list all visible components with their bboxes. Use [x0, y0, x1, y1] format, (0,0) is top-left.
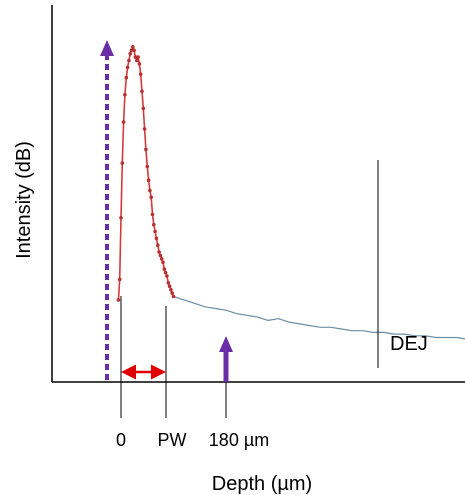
surface-data-point [124, 75, 129, 80]
surface-data-point [165, 274, 169, 278]
surface-data-point [138, 72, 143, 76]
surface-data-point [170, 291, 174, 295]
surface-data-point [158, 253, 163, 258]
surface-data-point [162, 267, 167, 271]
surface-data-point [116, 298, 121, 302]
surface-data-point [128, 51, 132, 56]
x-tick-label-pw: PW [158, 430, 187, 450]
dej-label: DEJ [390, 333, 428, 355]
surface-data-point [171, 294, 176, 299]
surface-data-point [166, 281, 171, 285]
surface-data-point [161, 260, 165, 265]
surface-data-point [144, 147, 148, 152]
surface-data-point [145, 164, 150, 169]
surface-data-point [159, 257, 164, 261]
surface-data-point [167, 284, 172, 289]
surface-data-point [142, 127, 147, 131]
surface-data-point [169, 287, 173, 292]
surface-data-point [121, 120, 126, 124]
surface-data-point [146, 178, 151, 182]
surface-arrow-head [100, 40, 114, 56]
surface-data-point [135, 58, 139, 63]
y-axis-label: Intensity (dB) [13, 141, 35, 259]
x-tick-label-0: 0 [116, 430, 126, 450]
surface-data-point [137, 62, 142, 66]
surface-data-point [131, 45, 135, 49]
surface-data-point [153, 229, 157, 234]
surface-data-point [150, 212, 155, 217]
surface-data-point [133, 55, 138, 59]
surface-data-point [141, 106, 146, 111]
surface-data-point [156, 243, 160, 247]
surface-data-point [129, 48, 134, 53]
surface-data-point [149, 195, 153, 200]
depth-180-arrow-head [219, 336, 233, 352]
surface-data-point [136, 55, 140, 59]
surface-data-point [157, 250, 161, 254]
surface-data-point [154, 236, 159, 241]
surface-data-point [148, 188, 152, 193]
series-layer [117, 46, 465, 340]
surface-data-point [127, 58, 131, 63]
surface-data-point [120, 161, 125, 165]
surface-data-point [119, 216, 123, 220]
x-axis-label: Depth (µm) [212, 473, 312, 495]
surface-data-point [132, 48, 136, 53]
x-tick-label-180: 180 µm [209, 430, 269, 450]
surface-data-point [140, 89, 144, 94]
surface-data-point [152, 222, 156, 227]
surface-data-point [163, 270, 168, 275]
surface-data-point [123, 92, 127, 97]
surface-data-point [117, 277, 122, 282]
surface-sample-dots [116, 45, 176, 302]
surface-data-point [125, 65, 130, 70]
series-line-0 [117, 46, 175, 300]
